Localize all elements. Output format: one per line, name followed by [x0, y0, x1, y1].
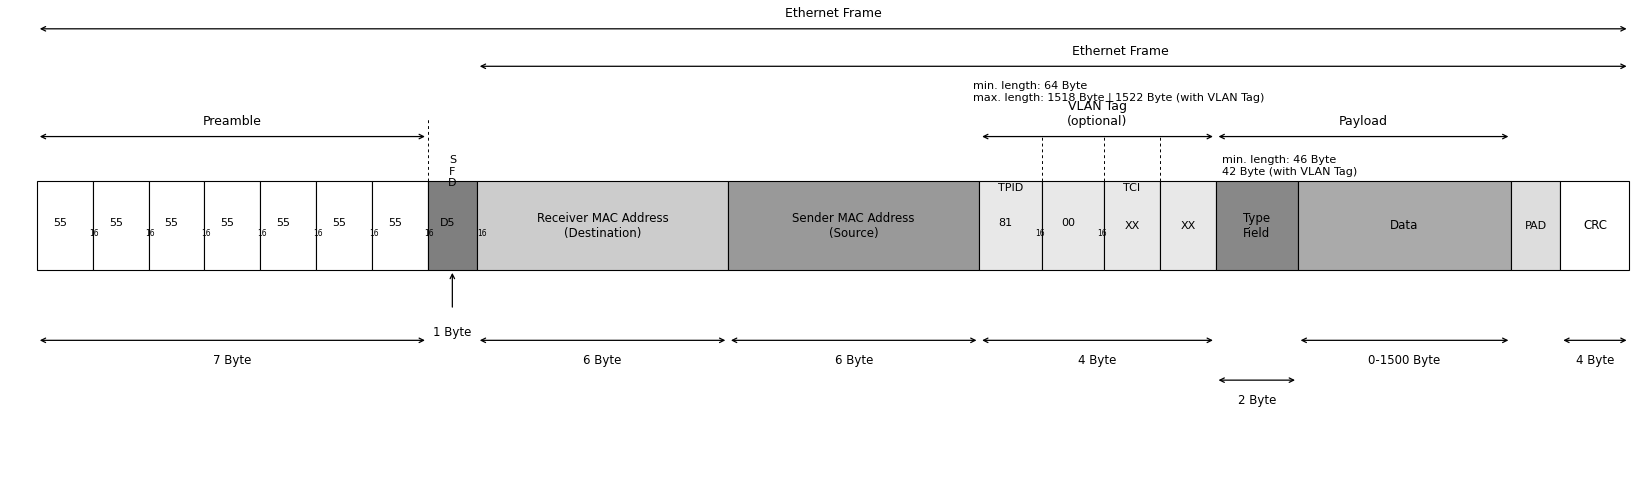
Text: Ethernet Frame: Ethernet Frame	[1072, 45, 1168, 58]
Text: 16: 16	[201, 229, 211, 239]
Text: Type
Field: Type Field	[1242, 212, 1270, 239]
Text: XX: XX	[1180, 220, 1196, 230]
Bar	[205, 181, 261, 270]
Text: 0-1500 Byte: 0-1500 Byte	[1368, 354, 1440, 368]
Text: Payload: Payload	[1338, 115, 1388, 128]
Text: Sender MAC Address
(Source): Sender MAC Address (Source)	[792, 212, 916, 239]
Bar	[261, 181, 317, 270]
Text: Ethernet Frame: Ethernet Frame	[785, 7, 881, 21]
Text: 16: 16	[424, 229, 434, 239]
Bar	[36, 181, 92, 270]
Bar	[1216, 181, 1299, 270]
Text: VLAN Tag
(optional): VLAN Tag (optional)	[1068, 100, 1127, 128]
Bar	[1299, 181, 1511, 270]
Text: 16: 16	[314, 229, 322, 239]
Text: CRC: CRC	[1582, 219, 1607, 232]
Bar	[1160, 181, 1216, 270]
Text: 16: 16	[145, 229, 155, 239]
Bar	[1561, 181, 1630, 270]
Text: 81: 81	[998, 218, 1013, 228]
Text: min. length: 64 Byte
max. length: 1518 Byte | 1522 Byte (with VLAN Tag): min. length: 64 Byte max. length: 1518 B…	[974, 81, 1264, 103]
Bar	[427, 181, 477, 270]
Bar	[317, 181, 371, 270]
Text: S
F
D: S F D	[449, 155, 457, 188]
Bar	[148, 181, 205, 270]
Text: TPID: TPID	[998, 184, 1023, 194]
Text: 16: 16	[89, 229, 99, 239]
Text: 55: 55	[388, 218, 403, 228]
Text: 4 Byte: 4 Byte	[1576, 354, 1614, 368]
Text: 16: 16	[368, 229, 378, 239]
Text: 55: 55	[109, 218, 122, 228]
Bar	[728, 181, 980, 270]
Text: 55: 55	[276, 218, 290, 228]
Bar	[371, 181, 427, 270]
Text: 1 Byte: 1 Byte	[434, 326, 472, 339]
Text: 00: 00	[1061, 218, 1074, 228]
Text: D5: D5	[439, 218, 455, 228]
Bar	[92, 181, 148, 270]
Text: Receiver MAC Address
(Destination): Receiver MAC Address (Destination)	[536, 212, 668, 239]
Bar	[1511, 181, 1561, 270]
Text: XX: XX	[1124, 220, 1140, 230]
Text: 16: 16	[477, 229, 487, 239]
Text: 16: 16	[257, 229, 267, 239]
Text: 6 Byte: 6 Byte	[835, 354, 873, 368]
Text: 6 Byte: 6 Byte	[584, 354, 622, 368]
Text: 55: 55	[53, 218, 68, 228]
Text: Preamble: Preamble	[203, 115, 262, 128]
Bar	[980, 181, 1041, 270]
Text: Data: Data	[1391, 219, 1419, 232]
Text: min. length: 46 Byte
42 Byte (with VLAN Tag): min. length: 46 Byte 42 Byte (with VLAN …	[1223, 155, 1358, 177]
Text: PAD: PAD	[1525, 220, 1548, 230]
Text: 55: 55	[332, 218, 346, 228]
Bar	[1104, 181, 1160, 270]
Text: 2 Byte: 2 Byte	[1238, 394, 1275, 407]
Text: 4 Byte: 4 Byte	[1079, 354, 1117, 368]
Text: 7 Byte: 7 Byte	[213, 354, 251, 368]
Text: TCI: TCI	[1124, 184, 1140, 194]
Bar	[477, 181, 728, 270]
Bar	[1041, 181, 1104, 270]
Text: 55: 55	[221, 218, 234, 228]
Text: 55: 55	[165, 218, 178, 228]
Text: 16: 16	[1097, 229, 1107, 239]
Text: 16: 16	[1035, 229, 1044, 239]
